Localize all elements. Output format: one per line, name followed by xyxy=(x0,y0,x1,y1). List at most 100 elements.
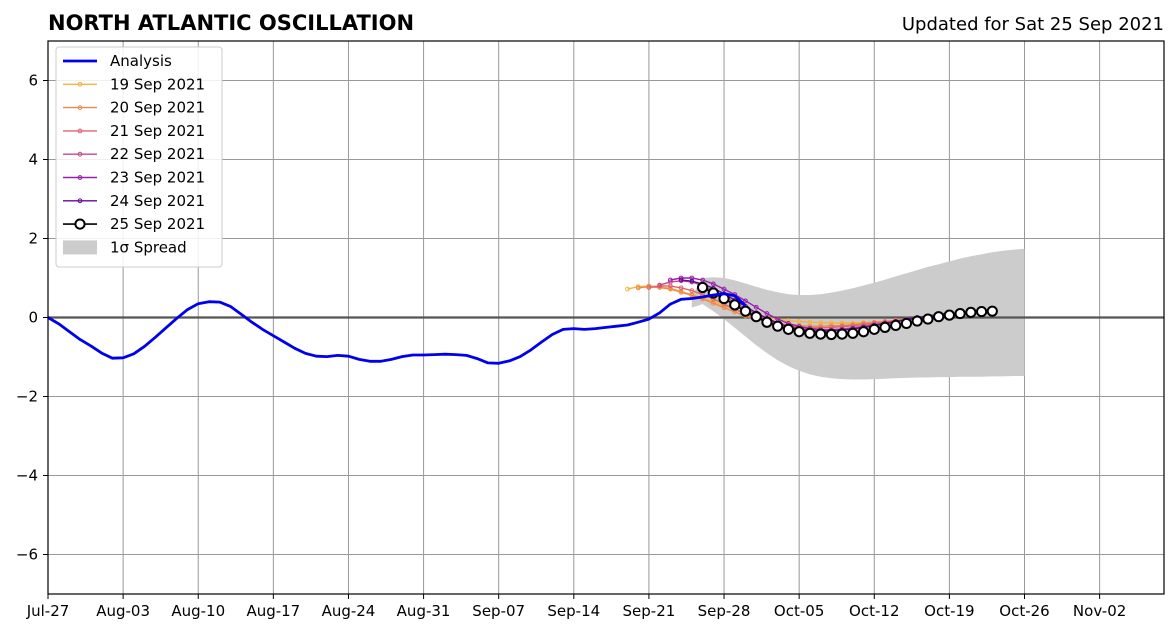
data-point xyxy=(933,311,945,323)
legend-box xyxy=(55,46,223,268)
data-point xyxy=(986,305,998,317)
y-tick-label: 4 xyxy=(28,151,38,169)
legend-marker xyxy=(77,151,83,157)
x-tick-label: Oct-26 xyxy=(999,602,1049,620)
data-point xyxy=(828,320,834,326)
data-point xyxy=(954,307,966,320)
legend: Analysis 19 Sep 2021 20 Sep 2021 21 Sep 202… xyxy=(55,46,223,268)
x-tick-label: Oct-12 xyxy=(849,602,899,620)
data-point xyxy=(890,319,902,331)
data-point xyxy=(689,288,695,294)
y-tick-label: −2 xyxy=(16,388,38,406)
data-point xyxy=(750,311,762,323)
legend-label: 19 Sep 2021 xyxy=(110,75,205,93)
legend-entry-25-sep-2021: 25 Sep 2021 xyxy=(63,215,205,233)
data-point xyxy=(815,328,827,340)
data-point xyxy=(975,305,988,318)
legend-label: 20 Sep 2021 xyxy=(110,99,205,117)
data-point xyxy=(761,316,773,328)
data-point xyxy=(772,320,784,332)
x-tick-label: Aug-10 xyxy=(171,602,225,620)
data-point xyxy=(678,277,684,283)
y-tick-label: 2 xyxy=(28,230,38,248)
data-point xyxy=(965,306,977,318)
data-point xyxy=(868,323,880,335)
spread-band-layer xyxy=(691,248,1025,380)
legend-label: Analysis xyxy=(110,52,172,70)
x-tick-label: Sep-28 xyxy=(698,602,751,620)
x-tick-label: Sep-07 xyxy=(472,602,525,620)
legend-entry-23-sep-2021: 23 Sep 2021 xyxy=(63,169,205,187)
y-tick-label: −6 xyxy=(16,546,38,564)
legend-label: 23 Sep 2021 xyxy=(110,169,205,187)
x-tick-label: Oct-05 xyxy=(774,602,824,620)
data-point xyxy=(710,300,716,306)
legend-entry-22-sep-2021: 22 Sep 2021 xyxy=(63,145,205,163)
data-point xyxy=(710,281,716,287)
x-tick-label: Sep-21 xyxy=(623,602,676,620)
data-point xyxy=(943,309,955,321)
legend-swatch xyxy=(63,240,97,255)
legend-label: 22 Sep 2021 xyxy=(110,145,205,163)
legend-entry-1-spread: 1σ Spread xyxy=(63,238,187,256)
chart-updated-label: Updated for Sat 25 Sep 2021 xyxy=(902,14,1164,35)
x-tick-label: Jul-27 xyxy=(26,602,70,620)
data-point xyxy=(739,305,752,317)
data-point xyxy=(635,285,641,291)
x-tick-label: Aug-31 xyxy=(397,602,451,620)
data-point xyxy=(900,317,913,330)
data-point xyxy=(721,286,727,292)
legend-marker xyxy=(77,105,83,110)
legend-entry-21-sep-2021: 21 Sep 2021 xyxy=(63,122,205,140)
legend-label: 24 Sep 2021 xyxy=(110,192,205,210)
data-point xyxy=(743,298,748,304)
data-point xyxy=(667,279,673,285)
data-point xyxy=(836,328,848,340)
legend-marker xyxy=(74,218,86,230)
x-tick-label: Nov-02 xyxy=(1073,602,1126,620)
data-point xyxy=(857,326,870,338)
series-analysis xyxy=(47,292,747,365)
y-tick-label: 6 xyxy=(28,72,38,90)
data-point xyxy=(696,281,709,294)
data-point xyxy=(646,285,652,290)
data-point xyxy=(678,285,684,291)
legend-label: 1σ Spread xyxy=(110,238,187,256)
data-point xyxy=(667,277,673,283)
data-point xyxy=(689,275,695,281)
legend-label: 21 Sep 2021 xyxy=(110,122,205,140)
series-layer xyxy=(47,275,998,365)
chart-title: NORTH ATLANTIC OSCILLATION xyxy=(48,11,414,35)
data-point xyxy=(825,328,837,341)
data-point xyxy=(764,311,770,316)
x-tick-label: Sep-14 xyxy=(547,602,600,620)
data-point xyxy=(847,327,859,339)
data-point xyxy=(782,323,795,335)
legend-entry-24-sep-2021: 24 Sep 2021 xyxy=(63,192,205,210)
data-point xyxy=(793,326,805,338)
x-tick-label: Aug-03 xyxy=(96,602,150,620)
y-tick-label: −4 xyxy=(16,467,38,485)
data-point xyxy=(729,299,741,311)
spread-band xyxy=(691,248,1025,380)
legend-label: 25 Sep 2021 xyxy=(110,215,205,233)
data-point xyxy=(625,286,630,292)
data-point xyxy=(922,313,934,325)
axis-ticks: Jul-27 Aug-03 Aug-10 Aug-17 Aug-24 Aug-31 Sep-… xyxy=(16,72,1126,621)
x-tick-label: Aug-24 xyxy=(322,602,376,620)
data-point xyxy=(911,315,923,327)
data-point xyxy=(753,304,759,310)
x-tick-label: Oct-19 xyxy=(924,602,974,620)
legend-marker xyxy=(77,128,83,134)
data-point xyxy=(657,282,663,288)
legend-marker xyxy=(77,198,83,204)
legend-entry-19-sep-2021: 19 Sep 2021 xyxy=(63,75,205,93)
data-point xyxy=(804,327,816,339)
data-point xyxy=(667,286,673,292)
x-tick-label: Aug-17 xyxy=(246,602,300,620)
y-tick-label: 0 xyxy=(28,309,38,327)
legend-marker xyxy=(77,81,83,87)
data-point xyxy=(678,289,684,295)
legend-entry-20-sep-2021: 20 Sep 2021 xyxy=(63,99,205,117)
